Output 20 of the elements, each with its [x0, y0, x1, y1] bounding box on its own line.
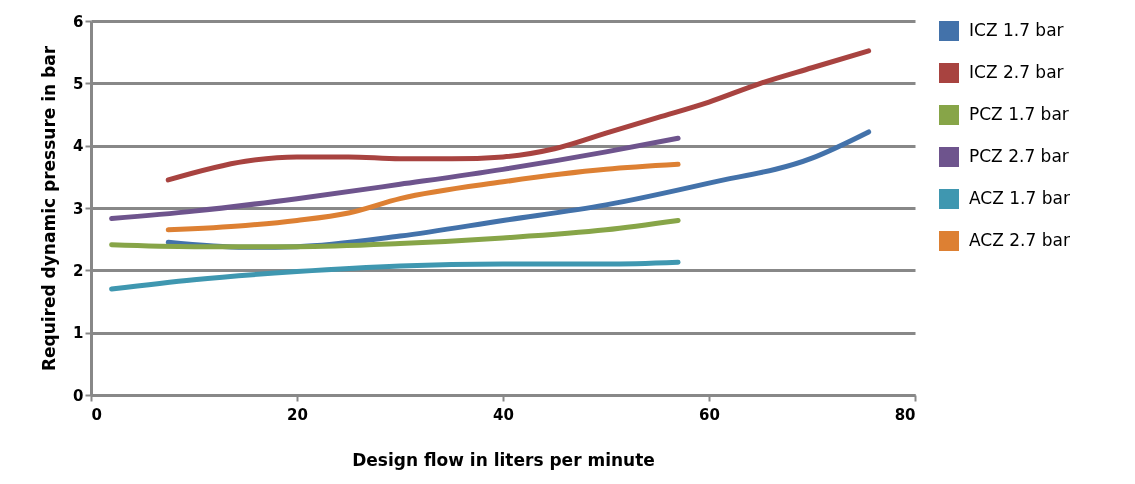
x-tick-label: 60: [699, 405, 720, 424]
y-axis-title: Required dynamic pressure in bar: [39, 45, 60, 372]
x-tick-label: 40: [493, 405, 514, 424]
y-tick-label: 5: [73, 74, 84, 93]
x-tick-label: 20: [287, 405, 308, 424]
legend-label: ICZ 1.7 bar: [969, 20, 1064, 40]
y-tick-label: 3: [73, 199, 84, 218]
y-tick-label: 6: [73, 12, 84, 31]
y-tick-label: 0: [73, 386, 84, 405]
legend-label: ACZ 1.7 bar: [969, 188, 1070, 208]
y-tick-label: 1: [73, 324, 84, 343]
legend-label: PCZ 1.7 bar: [969, 104, 1069, 124]
y-tick-label: 4: [73, 137, 84, 156]
legend-label: PCZ 2.7 bar: [969, 146, 1069, 166]
x-tick-label: 80: [894, 405, 916, 424]
x-tick-label: 0: [91, 405, 102, 424]
legend-label: ACZ 2.7 bar: [969, 230, 1070, 250]
x-axis-title: Design flow in liters per minute: [352, 449, 655, 470]
y-tick-label: 2: [73, 261, 84, 280]
legend-label: ICZ 2.7 bar: [969, 62, 1064, 82]
